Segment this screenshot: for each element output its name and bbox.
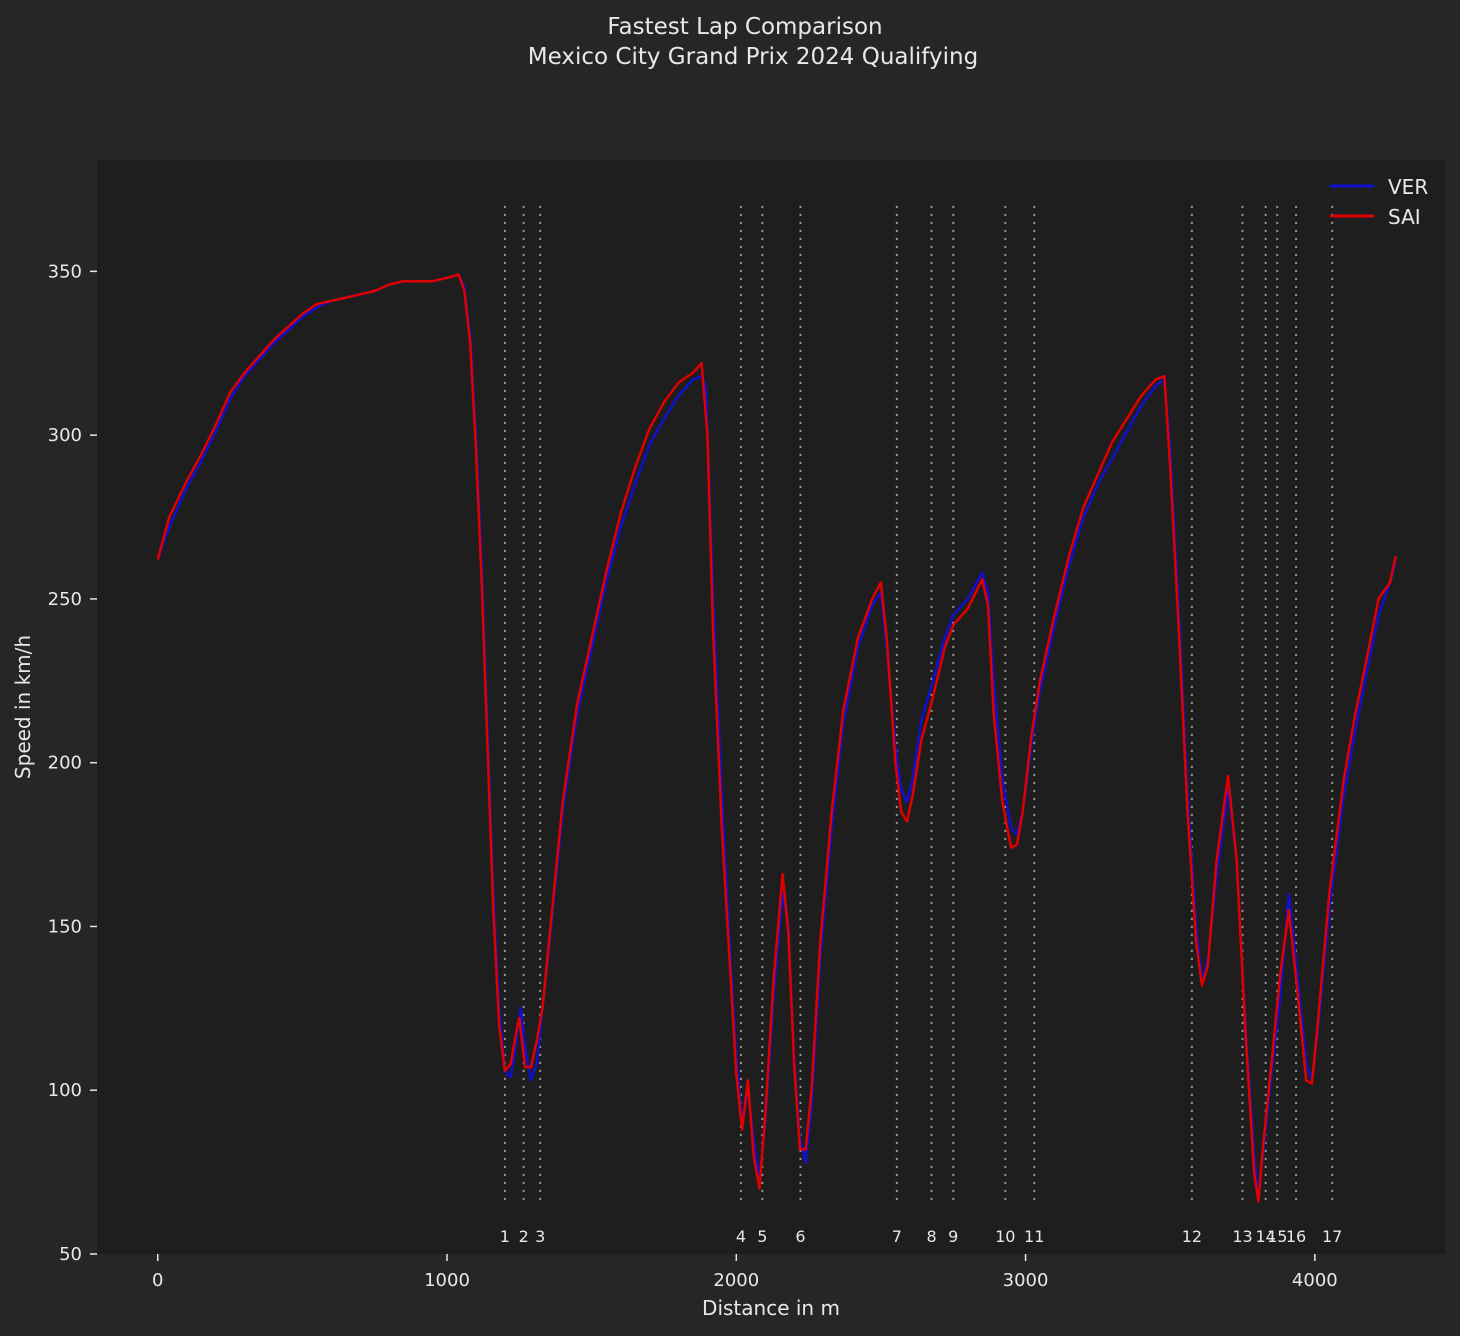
x-tick-label: 4000 <box>1292 1270 1338 1291</box>
x-axis-label: Distance in m <box>702 1296 840 1320</box>
corner-label-4: 4 <box>736 1227 746 1246</box>
y-tick-label: 350 <box>48 261 82 282</box>
x-tick-label: 0 <box>152 1270 163 1291</box>
corner-label-3: 3 <box>535 1227 545 1246</box>
y-tick-label: 150 <box>48 916 82 937</box>
chart-subtitle: Mexico City Grand Prix 2024 Qualifying <box>528 44 978 70</box>
corner-label-11: 11 <box>1024 1227 1044 1246</box>
x-tick-label: 1000 <box>424 1270 470 1291</box>
corner-label-13: 13 <box>1232 1227 1252 1246</box>
plot-area <box>97 160 1445 1254</box>
y-tick-label: 100 <box>48 1080 82 1101</box>
corner-label-1: 1 <box>500 1227 510 1246</box>
x-axis: 0 1000 2000 3000 4000 <box>152 1254 1338 1291</box>
corner-label-6: 6 <box>795 1227 805 1246</box>
corner-label-7: 7 <box>892 1227 902 1246</box>
legend: VER SAI <box>1330 175 1428 229</box>
legend-ver-label: VER <box>1388 175 1428 199</box>
y-tick-label: 250 <box>48 589 82 610</box>
corner-label-17: 17 <box>1322 1227 1342 1246</box>
corner-label-12: 12 <box>1182 1227 1202 1246</box>
series-lines <box>156 273 1398 1203</box>
legend-sai-label: SAI <box>1388 205 1421 229</box>
y-tick-label: 50 <box>59 1244 82 1265</box>
x-tick-label: 3000 <box>1003 1270 1049 1291</box>
corner-label-16: 16 <box>1286 1227 1306 1246</box>
y-tick-label: 200 <box>48 753 82 774</box>
corner-label-2: 2 <box>519 1227 529 1246</box>
y-axis: 50 100 150 200 250 300 350 <box>48 261 97 1265</box>
corner-label-10: 10 <box>995 1227 1015 1246</box>
y-axis-label: Speed in km/h <box>11 635 35 779</box>
corner-label-5: 5 <box>757 1227 767 1246</box>
corner-label-14: 14 <box>1255 1227 1275 1246</box>
y-tick-label: 300 <box>48 425 82 446</box>
corner-label-9: 9 <box>948 1227 958 1246</box>
chart-title: Fastest Lap Comparison <box>607 14 882 40</box>
series-line-sai <box>156 273 1398 1203</box>
x-tick-label: 2000 <box>713 1270 759 1291</box>
corner-label-15: 15 <box>1267 1227 1287 1246</box>
corner-label-8: 8 <box>926 1227 936 1246</box>
